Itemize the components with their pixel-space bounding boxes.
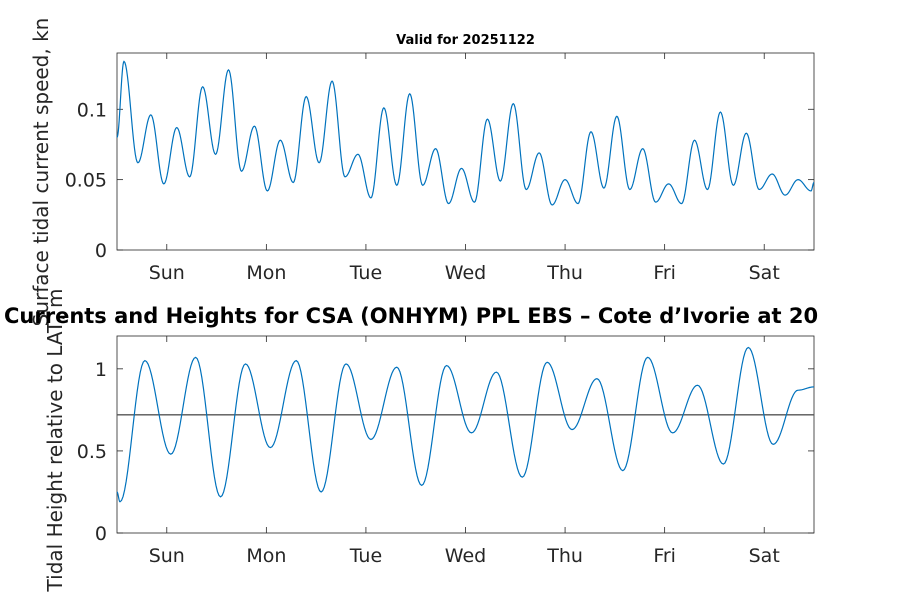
tidal-height-plot-area bbox=[116, 335, 815, 534]
current-speed-y-axis-label: Surface tidal current speed, kn bbox=[29, 18, 53, 327]
x-tick-label: Sun bbox=[149, 262, 185, 284]
x-tick-label: Sat bbox=[749, 545, 780, 567]
x-tick-label: Mon bbox=[246, 545, 286, 567]
x-tick-label: Fri bbox=[653, 545, 676, 567]
x-tick-label: Tue bbox=[349, 545, 382, 567]
tidal-height-y-axis-label: Tidal Height relative to LAT, m bbox=[43, 289, 67, 593]
current-speed-plot-area bbox=[116, 52, 815, 251]
y-tick-label: 0.1 bbox=[77, 99, 107, 121]
main-title: Currents and Heights for CSA (ONHYM) PPL… bbox=[4, 304, 818, 328]
y-tick-label: 1 bbox=[95, 359, 107, 381]
y-tick-label: 0 bbox=[95, 240, 107, 262]
y-tick-label: 0.5 bbox=[77, 441, 107, 463]
current-speed-panel: 0 0.05 0.1 Sun Mon Tue Wed Thu Fri Sat Valid for… bbox=[65, 33, 815, 284]
x-tick-label: Fri bbox=[653, 262, 676, 284]
x-tick-label: Mon bbox=[246, 262, 286, 284]
x-tick-label: Wed bbox=[445, 262, 486, 284]
y-tick-label: 0 bbox=[95, 523, 107, 545]
x-tick-label: Thu bbox=[546, 545, 583, 567]
x-tick-label: Thu bbox=[546, 262, 583, 284]
current-speed-line bbox=[116, 60, 815, 206]
x-tick-label: Tue bbox=[349, 262, 382, 284]
x-tick-label: Wed bbox=[445, 545, 486, 567]
x-tick-label: Sun bbox=[149, 545, 185, 567]
tidal-height-panel: 0 0.5 1 Sun Mon Tue Wed Thu Fri Sat bbox=[77, 335, 815, 567]
x-tick-label: Sat bbox=[749, 262, 780, 284]
tidal-height-line bbox=[116, 346, 815, 503]
chart-subtitle: Valid for 20251122 bbox=[396, 33, 535, 48]
y-tick-label: 0.05 bbox=[65, 170, 107, 192]
